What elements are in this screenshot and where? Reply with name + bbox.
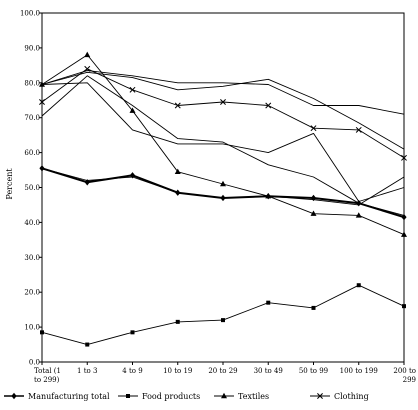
legend-item: Textiles: [214, 392, 269, 401]
series-4: [39, 65, 407, 161]
marker-stroke: [220, 99, 226, 105]
x-tick-label: 50 to 99: [299, 367, 328, 375]
legend-item: Clothing: [310, 392, 369, 401]
data-point: [356, 200, 362, 207]
legend-marker: [126, 394, 130, 398]
legend-label: Clothing: [334, 392, 369, 401]
data-point: [266, 300, 271, 305]
legend: Manufacturing total Food products Textiles…: [4, 392, 369, 401]
x-tick-label: 30 to 49: [254, 367, 283, 375]
series-line: [41, 167, 405, 219]
y-axis-label: Percent: [5, 168, 14, 200]
data-point: [84, 65, 91, 72]
legend-item: Food products: [118, 392, 200, 401]
y-tick-label: 50.0: [24, 184, 40, 192]
marker-stroke: [129, 86, 136, 93]
data-point: [265, 102, 272, 109]
marker-stroke: [317, 393, 323, 399]
series-3: [39, 51, 407, 237]
data-point: [310, 194, 317, 202]
y-tick-label: 90.0: [24, 44, 40, 52]
data-point: [130, 330, 135, 335]
series-line: [41, 284, 405, 346]
y-tick-label: 40.0: [24, 219, 40, 227]
data-point: [85, 342, 90, 347]
data-point: [39, 81, 45, 87]
legend-marker: [317, 393, 323, 399]
legend-item: Manufacturing total: [4, 392, 110, 401]
data-point: [84, 51, 91, 58]
data-point: [355, 212, 362, 218]
series-lines: [39, 51, 407, 347]
data-point: [40, 330, 44, 335]
data-point: [355, 126, 362, 133]
data-point: [221, 318, 225, 323]
data-point: [265, 193, 272, 199]
y-tick-label: 30.0: [24, 254, 40, 262]
series-5: [41, 70, 405, 115]
y-tick-label: 80.0: [24, 79, 40, 87]
legend-label: Manufacturing total: [28, 392, 110, 401]
y-tick-label: 0.0: [29, 359, 40, 367]
x-tick-label: 4 to 9: [122, 367, 142, 375]
data-point: [129, 172, 136, 179]
data-point: [39, 165, 45, 172]
data-point: [175, 319, 180, 324]
data-point: [311, 305, 316, 310]
y-tick-label: 10.0: [24, 324, 40, 332]
series-6: [41, 71, 405, 150]
data-point: [220, 99, 226, 105]
marker-stroke: [355, 126, 362, 133]
data-point: [401, 213, 407, 221]
data-point: [84, 179, 90, 186]
data-point: [401, 154, 407, 161]
legend-label: Food products: [142, 392, 200, 401]
marker-stroke: [310, 125, 317, 132]
series-2: [40, 283, 406, 347]
series-line: [41, 70, 405, 115]
axes: 0.0 10.0 20.0 30.0 40.0 50.0 60.0 70.0 80.0 90.0 1…: [20, 10, 416, 385]
data-point: [129, 107, 136, 113]
data-point: [402, 304, 406, 309]
data-point: [174, 168, 181, 174]
y-tick-label: 70.0: [24, 114, 40, 122]
x-tick-label: 200 to 299: [393, 367, 416, 384]
series-line: [41, 71, 405, 150]
data-point: [401, 231, 407, 237]
marker-stroke: [174, 102, 181, 109]
legend-marker: [221, 392, 227, 399]
legend-label: Textiles: [238, 392, 269, 401]
data-point: [174, 102, 181, 109]
marker-stroke: [39, 99, 45, 105]
data-point: [220, 194, 226, 202]
data-point: [39, 99, 45, 105]
series-9: [41, 82, 405, 202]
y-tick-label: 20.0: [24, 289, 40, 297]
marker-stroke: [84, 65, 91, 72]
x-tick-label: 20 to 29: [208, 367, 237, 375]
marker-stroke: [401, 154, 407, 161]
data-point: [310, 125, 317, 132]
y-tick-label: 100.0: [20, 10, 40, 18]
series-7: [41, 75, 405, 216]
data-point: [220, 180, 226, 187]
x-tick-label: 10 to 19: [163, 367, 192, 375]
legend-marker: [11, 392, 17, 400]
x-tick-label: 100 to 199: [340, 367, 378, 375]
x-tick-label: 1 to 3: [77, 367, 97, 375]
data-point: [356, 283, 361, 288]
data-point: [129, 86, 136, 93]
data-point: [310, 210, 317, 216]
marker-stroke: [265, 102, 272, 109]
series-line: [41, 82, 405, 202]
series-line: [41, 75, 405, 216]
x-tick-label: Total (1 to 299): [34, 367, 61, 384]
data-point: [175, 189, 181, 196]
series-1: [39, 165, 407, 221]
y-tick-label: 60.0: [24, 149, 40, 157]
